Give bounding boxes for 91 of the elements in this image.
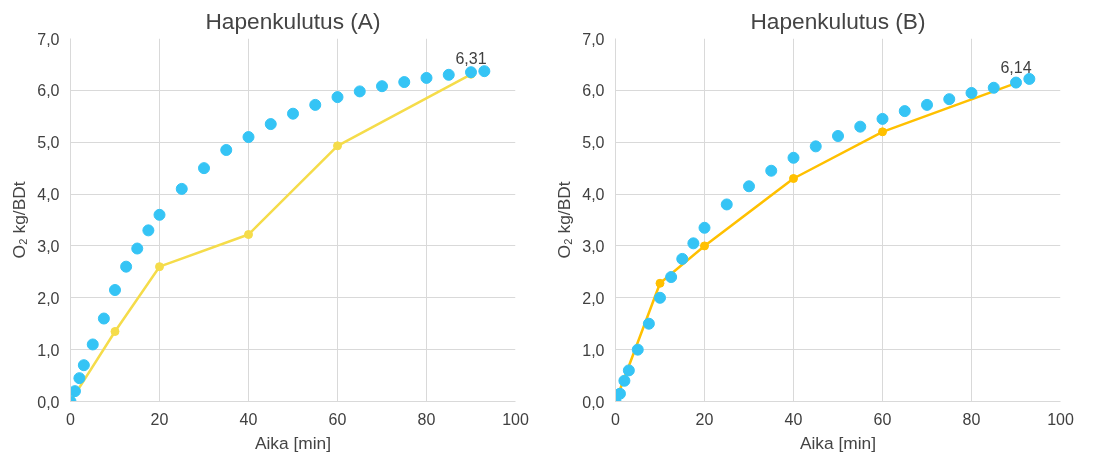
point [876, 112, 889, 125]
y-tick-label: 3,0 [37, 237, 60, 255]
point [155, 262, 164, 272]
point [175, 182, 188, 195]
point [287, 107, 299, 120]
x-tick-label: 60 [873, 410, 892, 428]
point [242, 131, 255, 144]
point [642, 317, 655, 330]
point [615, 387, 626, 400]
point [965, 86, 978, 99]
point [376, 80, 388, 93]
point [676, 252, 689, 265]
x-tick-label: 100 [502, 410, 529, 428]
point [987, 81, 1000, 94]
point [921, 98, 933, 111]
point [700, 241, 709, 251]
y-tick-label: 4,0 [582, 186, 605, 204]
point [765, 164, 778, 177]
y-tick-label: 1,0 [582, 341, 605, 359]
x-axis-title: Aika [min] [254, 432, 332, 453]
point [131, 242, 144, 255]
point [70, 385, 81, 398]
point [353, 85, 366, 98]
point [698, 221, 711, 234]
y-tick-label: 3,0 [582, 237, 605, 255]
y-axis-title: O₂ kg/BDt [9, 181, 30, 259]
point [654, 291, 666, 304]
point [898, 105, 911, 118]
y-tick-label: 4,0 [37, 186, 60, 204]
point [478, 65, 491, 78]
point [420, 71, 433, 84]
x-tick-label: 20 [150, 410, 169, 428]
point [120, 260, 133, 273]
point [198, 162, 210, 175]
point [631, 343, 644, 356]
point [878, 127, 887, 137]
x-tick-label: 0 [611, 410, 621, 428]
y-tick-label: 0,0 [37, 393, 60, 411]
point [622, 364, 635, 377]
point [665, 271, 678, 284]
y-tick-label: 7,0 [37, 30, 60, 48]
point [109, 284, 121, 296]
point [86, 338, 99, 351]
point [398, 76, 411, 89]
point [220, 144, 233, 156]
point [720, 198, 733, 211]
point [832, 130, 844, 142]
x-axis-title: Aika [min] [799, 432, 877, 453]
point [442, 68, 455, 81]
data-label: 6,31 [455, 50, 487, 68]
x-tick-label: 20 [695, 410, 714, 428]
point [809, 140, 822, 153]
x-tick-label: 40 [784, 410, 803, 428]
x-tick-label: 80 [417, 410, 436, 428]
y-tick-label: 7,0 [582, 30, 605, 48]
point [244, 230, 253, 240]
point [153, 208, 166, 221]
data-label: 6,14 [1000, 59, 1032, 77]
chart-title: Hapenkulutus (B) [750, 7, 926, 34]
point [787, 151, 800, 164]
y-axis-title: O₂ kg/BDt [554, 181, 575, 259]
point [142, 224, 155, 237]
x-tick-label: 0 [66, 410, 76, 428]
point [789, 174, 798, 184]
point [97, 312, 110, 325]
x-tick-label: 40 [239, 410, 258, 428]
point [73, 372, 86, 385]
point [264, 118, 277, 131]
y-tick-label: 6,0 [37, 82, 60, 100]
point [618, 374, 631, 387]
point [77, 359, 90, 372]
point [331, 91, 344, 104]
y-tick-label: 5,0 [37, 134, 60, 152]
y-tick-label: 2,0 [37, 289, 60, 307]
point [333, 141, 342, 151]
y-tick-label: 2,0 [582, 289, 605, 307]
point [854, 120, 867, 133]
x-tick-label: 100 [1047, 410, 1074, 428]
y-tick-label: 0,0 [582, 393, 605, 411]
x-tick-label: 80 [962, 410, 981, 428]
y-tick-label: 6,0 [582, 82, 605, 100]
point [309, 98, 322, 111]
point [687, 237, 700, 250]
point [655, 278, 665, 288]
x-tick-label: 60 [328, 410, 347, 428]
point [743, 180, 755, 193]
chart-title: Hapenkulutus (A) [205, 7, 381, 34]
y-tick-label: 1,0 [37, 341, 60, 359]
point [943, 93, 956, 106]
y-tick-label: 5,0 [582, 134, 605, 152]
point [110, 327, 120, 336]
